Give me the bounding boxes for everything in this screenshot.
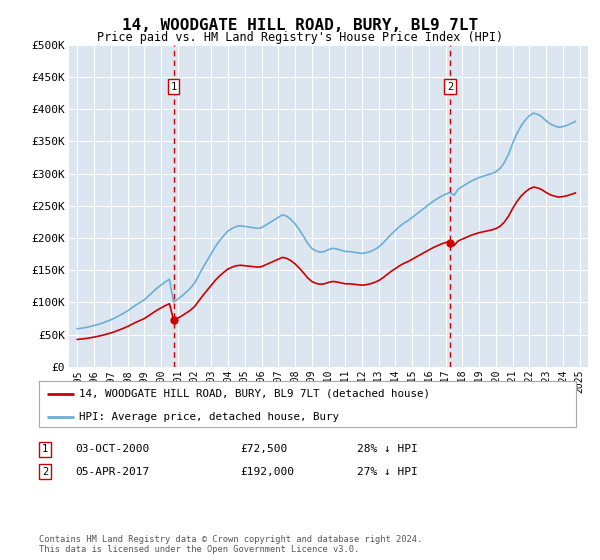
- Text: 1: 1: [170, 82, 177, 92]
- Text: 14, WOODGATE HILL ROAD, BURY, BL9 7LT (detached house): 14, WOODGATE HILL ROAD, BURY, BL9 7LT (d…: [79, 389, 430, 399]
- Text: £192,000: £192,000: [240, 466, 294, 477]
- Text: 03-OCT-2000: 03-OCT-2000: [75, 444, 149, 454]
- Text: 2: 2: [447, 82, 454, 92]
- Text: 27% ↓ HPI: 27% ↓ HPI: [357, 466, 418, 477]
- Text: 14, WOODGATE HILL ROAD, BURY, BL9 7LT: 14, WOODGATE HILL ROAD, BURY, BL9 7LT: [122, 18, 478, 34]
- Text: 2: 2: [42, 466, 48, 477]
- Text: Price paid vs. HM Land Registry's House Price Index (HPI): Price paid vs. HM Land Registry's House …: [97, 31, 503, 44]
- Text: Contains HM Land Registry data © Crown copyright and database right 2024.
This d: Contains HM Land Registry data © Crown c…: [39, 535, 422, 554]
- Text: 05-APR-2017: 05-APR-2017: [75, 466, 149, 477]
- Text: £72,500: £72,500: [240, 444, 287, 454]
- Text: 28% ↓ HPI: 28% ↓ HPI: [357, 444, 418, 454]
- Text: 1: 1: [42, 444, 48, 454]
- Text: HPI: Average price, detached house, Bury: HPI: Average price, detached house, Bury: [79, 412, 339, 422]
